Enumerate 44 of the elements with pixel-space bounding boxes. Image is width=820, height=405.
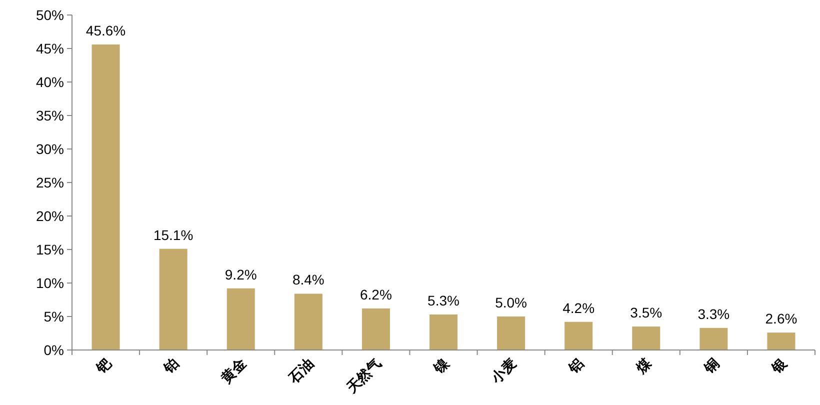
data-label: 15.1% — [153, 226, 194, 243]
x-tick-label: 小麦 — [487, 354, 520, 387]
x-tick-label: 铂 — [160, 354, 182, 377]
y-tick-label: 10% — [36, 275, 64, 291]
x-tick-label: 镍 — [430, 354, 452, 377]
bar — [497, 316, 526, 350]
y-tick-label: 20% — [36, 208, 64, 224]
data-label: 6.2% — [360, 286, 392, 302]
y-tick-label: 40% — [36, 74, 64, 90]
bar — [564, 322, 593, 350]
data-label: 3.5% — [630, 304, 662, 321]
bar — [92, 44, 120, 350]
x-tick-label: 黄金 — [217, 354, 250, 387]
x-tick-label: 银 — [767, 354, 790, 377]
data-label: 3.3% — [698, 306, 730, 322]
x-tick-label: 天然气 — [342, 354, 384, 397]
y-tick-label: 45% — [36, 40, 64, 56]
y-tick-label: 0% — [44, 342, 64, 358]
bar — [430, 314, 458, 350]
bar — [159, 248, 188, 350]
x-tick-label: 煤 — [632, 354, 655, 377]
data-label: 5.3% — [428, 292, 460, 308]
data-label: 2.6% — [765, 310, 798, 327]
x-tick-label: 石油 — [284, 354, 317, 387]
data-label: 5.0% — [495, 294, 528, 310]
bar — [294, 294, 322, 350]
y-tick-label: 5% — [44, 308, 64, 324]
y-tick-label: 50% — [36, 7, 64, 23]
x-tick-label: 铝 — [564, 354, 587, 377]
bar — [362, 308, 390, 350]
bar — [632, 326, 660, 350]
data-label: 45.6% — [86, 22, 126, 38]
y-tick-label: 25% — [36, 174, 64, 190]
data-label: 4.2% — [562, 300, 595, 316]
y-tick-label: 15% — [36, 242, 64, 258]
data-label: 9.2% — [224, 266, 257, 282]
bar — [767, 332, 796, 350]
y-tick-label: 30% — [36, 141, 64, 157]
x-tick-label: 铜 — [700, 354, 722, 377]
x-tick-label: 钯 — [92, 354, 115, 377]
bar — [700, 328, 728, 350]
y-tick-label: 35% — [36, 108, 64, 124]
data-label: 8.4% — [292, 272, 324, 288]
bar — [226, 288, 255, 350]
